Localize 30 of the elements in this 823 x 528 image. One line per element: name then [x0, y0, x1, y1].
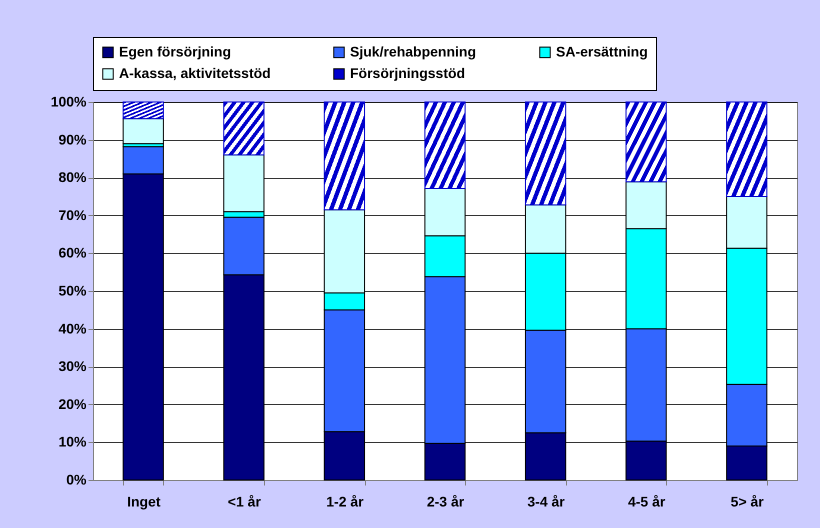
bar — [223, 102, 264, 156]
x-tick-label: 5> år — [730, 494, 764, 510]
y-tick-label: 50% — [58, 282, 88, 298]
legend-label: Sjuk/rehabpenning — [350, 43, 476, 60]
bar — [424, 102, 466, 190]
bar — [122, 102, 164, 120]
bar — [524, 102, 566, 206]
x-tick-label: 1-2 år — [326, 494, 364, 510]
y-tick-label: 80% — [58, 169, 88, 186]
x-tick-label: Inget — [127, 494, 161, 510]
y-tick-label: 30% — [58, 358, 88, 374]
y-tick-label: 10% — [58, 434, 88, 450]
y-tick-label: 0% — [66, 472, 88, 488]
bar — [324, 102, 366, 210]
legend-label: Egen försörjning — [119, 43, 231, 60]
y-tick-label: 20% — [58, 396, 88, 412]
x-tick-label: 3-4 år — [527, 494, 566, 510]
x-tick-label: 4-5 år — [628, 494, 666, 510]
y-tick-label: 40% — [58, 320, 88, 336]
legend-label: SA-ersättning — [556, 43, 648, 60]
bar — [626, 102, 667, 182]
y-tick-label: 70% — [58, 206, 88, 223]
legend-label: Försörjningsstöd — [350, 65, 466, 81]
legend-label: A-kassa, aktivitetsstöd — [119, 65, 271, 81]
bar — [726, 102, 768, 197]
y-tick-label: 100% — [50, 94, 88, 110]
y-tick-label: 90% — [58, 131, 88, 148]
y-tick-label: 60% — [58, 244, 88, 261]
x-tick-label: 2-3 år — [426, 494, 465, 510]
x-tick-label: <1 år — [228, 494, 262, 510]
